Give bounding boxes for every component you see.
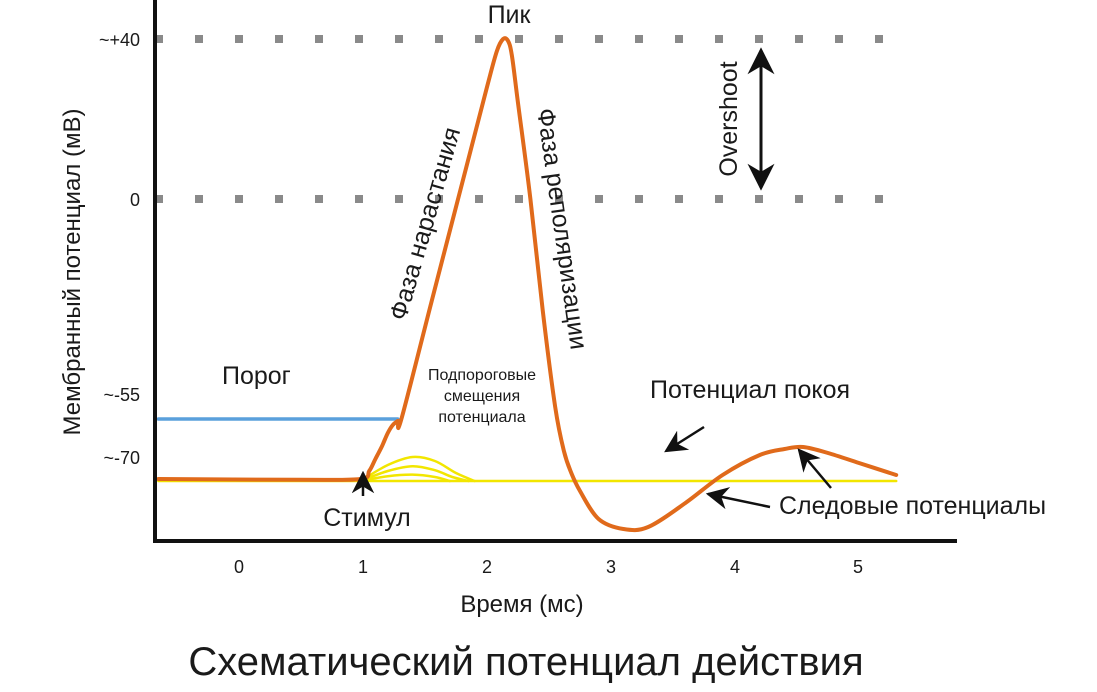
after-potentials-label: Следовые потенциалы	[779, 492, 1046, 520]
x-tick-label: 4	[730, 557, 740, 577]
x-axis-label: Время (мс)	[460, 591, 583, 618]
overshoot-label: Overshoot	[715, 61, 743, 176]
after-potential-arrow-peak	[797, 448, 832, 489]
y-tick-label: ~-55	[103, 385, 140, 405]
x-tick-label: 2	[482, 557, 492, 577]
action-potential-line	[156, 36, 899, 533]
x-tick-label: 3	[606, 557, 616, 577]
x-tick-label: 5	[853, 557, 863, 577]
subthreshold-label-line1: Подпороговые	[428, 367, 536, 384]
chart-title: Схематический потенциал действия	[188, 640, 863, 684]
subthreshold-label-line3: потенциала	[438, 409, 525, 426]
repolarization-label: Фаза реполяризации	[531, 106, 593, 351]
peak-label: Пик	[488, 1, 532, 29]
y-axis-label: Мембранный потенциал (мВ)	[59, 109, 86, 436]
y-tick-label: 0	[130, 190, 140, 210]
subthreshold-curve	[359, 455, 476, 483]
stimulus-label: Стимул	[323, 504, 410, 532]
subthreshold-label-line2: смещения	[444, 388, 520, 405]
resting-potential-label: Потенциал покоя	[650, 376, 850, 404]
y-tick-label: ~-70	[103, 448, 140, 468]
y-tick-label: ~+40	[99, 30, 140, 50]
subthreshold-curve	[359, 473, 452, 483]
after-potential-arrow-trough	[705, 487, 771, 510]
series-layer	[156, 36, 899, 533]
x-tick-label: 0	[234, 557, 244, 577]
resting-potential-arrow	[664, 425, 705, 453]
subthreshold-curve	[359, 464, 470, 483]
x-tick-label: 1	[358, 557, 368, 577]
rising-phase-label: Фаза нарастания	[384, 124, 466, 323]
threshold-label: Порог	[222, 362, 291, 390]
reference-lines	[155, 35, 895, 203]
